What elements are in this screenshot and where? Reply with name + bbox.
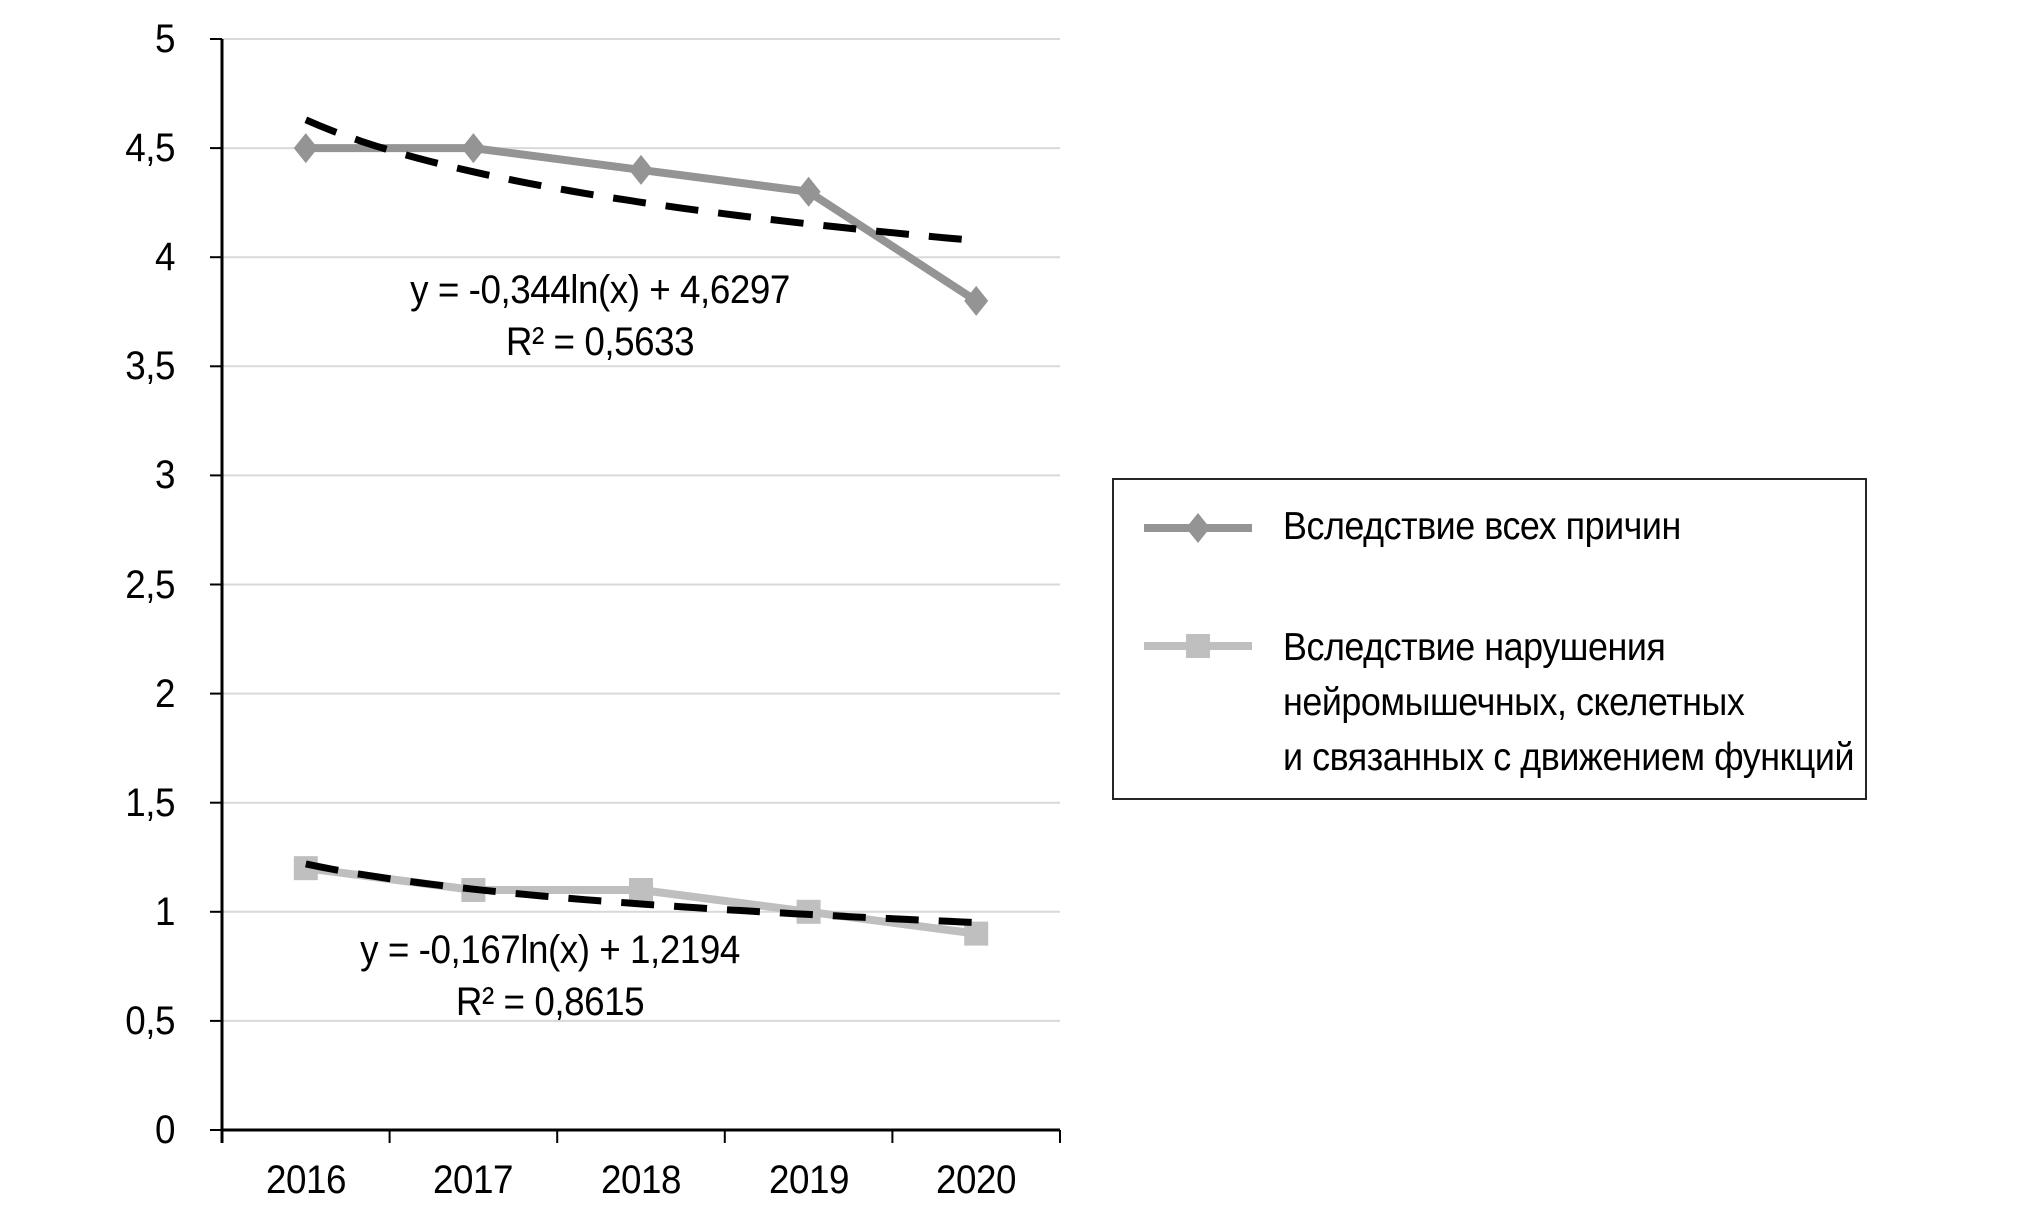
y-tick-label: 0 bbox=[154, 1108, 175, 1152]
legend-label-line-2: нейромышечных, скелетных bbox=[1283, 681, 1745, 724]
trendline-equation-2: y = -0,167ln(x) + 1,2194 bbox=[360, 928, 740, 972]
diamond-marker-icon bbox=[629, 154, 653, 185]
y-tick-label: 4 bbox=[154, 235, 175, 280]
y-tick-label: 0,5 bbox=[125, 998, 175, 1043]
trendline-annotation-2: y = -0,167ln(x) + 1,2194 R² = 0,8615 bbox=[360, 924, 740, 1028]
legend: Вследствие всех причин Вследствие наруше… bbox=[1112, 478, 1867, 800]
y-tick-label: 2 bbox=[154, 671, 175, 716]
square-marker-icon bbox=[629, 877, 653, 902]
y-tick-label: 2,5 bbox=[125, 562, 175, 607]
legend-marker-neuromuscular bbox=[1144, 634, 1252, 658]
diamond-marker-icon bbox=[1186, 513, 1210, 543]
y-tick-label: 4,5 bbox=[125, 126, 175, 171]
y-tick-label: 3 bbox=[154, 453, 175, 498]
trendline-2 bbox=[305, 860, 977, 927]
x-tick-label: 2016 bbox=[265, 1158, 346, 1202]
y-tick-label: 1 bbox=[154, 889, 175, 934]
y-tick-label: 3,5 bbox=[125, 344, 175, 389]
legend-marker-all-causes bbox=[1144, 513, 1252, 543]
diamond-marker-icon bbox=[964, 285, 989, 316]
diamond-marker-icon bbox=[293, 133, 318, 164]
trendline-r2-2: R² = 0,8615 bbox=[455, 980, 645, 1024]
square-marker-icon bbox=[1186, 634, 1210, 658]
x-tick-label: 2018 bbox=[600, 1158, 682, 1202]
trendline-equation-1: y = -0,344ln(x) + 4,6297 bbox=[410, 268, 790, 312]
trendline-r2-1: R² = 0,5633 bbox=[505, 320, 695, 364]
legend-label-line-3: и связанных с движением функций bbox=[1283, 736, 1855, 779]
trendline-1 bbox=[304, 116, 977, 245]
legend-label-line-1: Вследствие нарушения bbox=[1283, 626, 1666, 669]
x-tick-label: 2020 bbox=[936, 1158, 1017, 1202]
legend-label-all-causes: Вследствие всех причин bbox=[1283, 505, 1681, 548]
legend-label-neuromuscular: Вследствие нарушения нейромышечных, скел… bbox=[1283, 620, 1855, 785]
x-tick-label: 2019 bbox=[768, 1158, 849, 1202]
trendline-annotation-1: y = -0,344ln(x) + 4,6297 R² = 0,5633 bbox=[410, 264, 790, 368]
diamond-marker-icon bbox=[796, 176, 821, 207]
x-tick-label: 2017 bbox=[433, 1158, 514, 1202]
y-tick-label: 1,5 bbox=[125, 780, 175, 825]
y-tick-label: 5 bbox=[154, 17, 175, 61]
diamond-marker-icon bbox=[461, 133, 486, 164]
